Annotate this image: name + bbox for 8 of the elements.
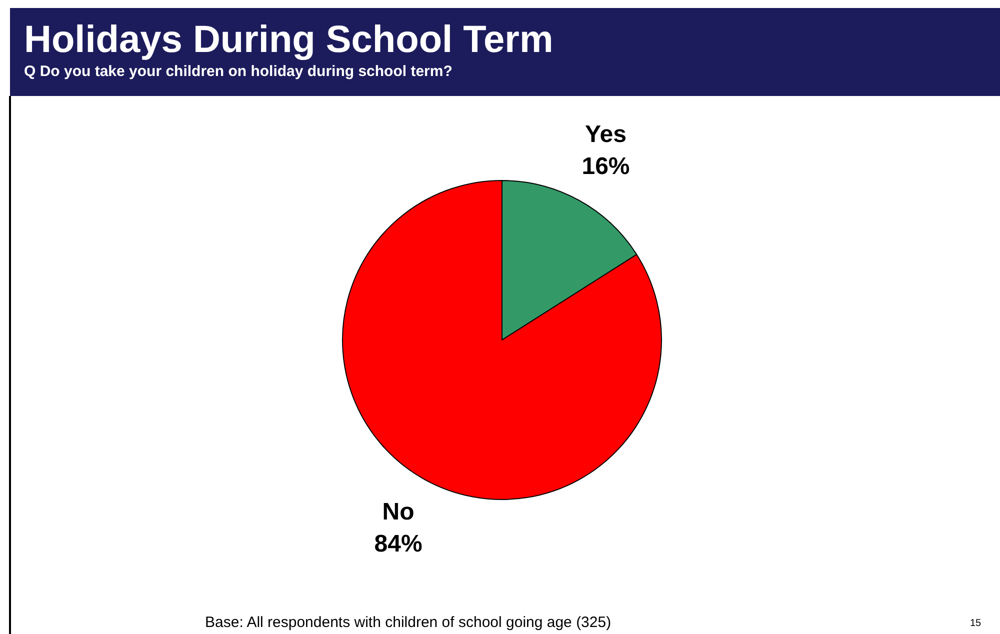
slice-label: No [382, 498, 414, 526]
chart-subtitle: Q Do you take your children on holiday during school term? [24, 63, 452, 80]
data-label: 16% [582, 152, 630, 180]
slice-label: Yes [585, 120, 626, 148]
chart-title: Holidays During School Term [24, 19, 554, 61]
data-label: 84% [374, 530, 422, 558]
text: 15 [970, 618, 982, 629]
text: Base: All respondents with children of school going age (325) [205, 614, 612, 631]
